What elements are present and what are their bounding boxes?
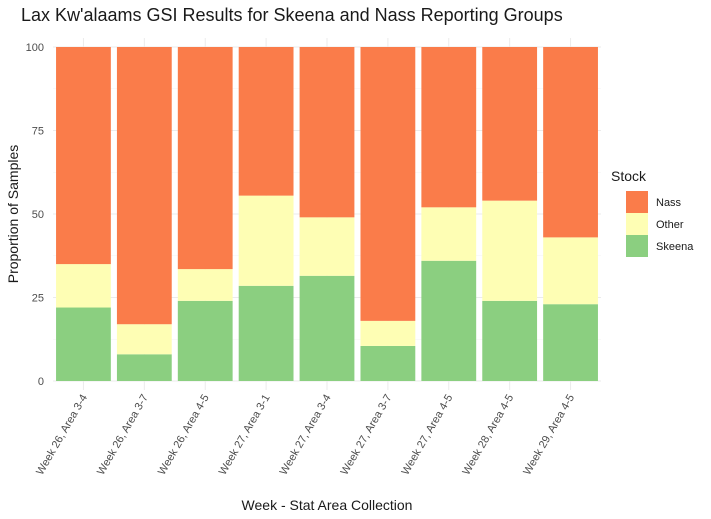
bar-other-9 — [543, 237, 598, 305]
bar-other-2 — [116, 324, 172, 355]
bar-nass-8 — [482, 47, 538, 201]
x-tick-label: Week 26, Area 3-4 — [34, 393, 90, 478]
x-tick-label: Week 27, Area 3-4 — [278, 393, 334, 478]
bar-nass-5 — [299, 47, 355, 218]
bar-nass-4 — [238, 47, 294, 196]
legend-label-skeena: Skeena — [656, 241, 694, 253]
bar-nass-9 — [543, 47, 598, 238]
y-tick-label: 100 — [26, 42, 44, 54]
bar-other-6 — [360, 320, 416, 346]
legend-swatch-skeena — [626, 235, 648, 257]
legend-label-other: Other — [656, 219, 684, 231]
x-tick-label: Week 26, Area 4-5 — [156, 393, 212, 478]
x-tick-label: Week 26, Area 3-7 — [95, 393, 151, 478]
bar-skeena-6 — [360, 345, 416, 381]
y-axis-title: Proportion of Samples — [5, 145, 21, 284]
y-tick-label: 50 — [32, 209, 44, 221]
bar-nass-3 — [177, 47, 233, 270]
bar-skeena-3 — [177, 300, 233, 381]
bar-skeena-5 — [299, 275, 355, 381]
bar-other-7 — [421, 207, 477, 261]
x-tick-label: Week 27, Area 3-7 — [339, 393, 395, 478]
bar-nass-2 — [116, 47, 172, 325]
x-tick-label: Week 29, Area 4-5 — [521, 393, 577, 478]
bar-other-4 — [238, 195, 294, 286]
bar-skeena-2 — [116, 354, 172, 381]
legend-swatch-nass — [626, 191, 648, 213]
legend-swatch-other — [626, 213, 648, 235]
bar-skeena-8 — [482, 300, 538, 381]
x-tick-labels: Week 26, Area 3-4 Week 26, Area 3-7 Week 2… — [34, 393, 577, 478]
legend-title: Stock — [611, 168, 647, 184]
chart-title: Lax Kw'alaams GSI Results for Skeena and… — [21, 5, 563, 25]
bar-nass-1 — [56, 47, 111, 265]
bar-skeena-9 — [543, 304, 598, 381]
y-tick-label: 25 — [32, 293, 44, 305]
bar-other-5 — [299, 217, 355, 276]
bar-other-3 — [177, 269, 233, 301]
bar-nass-6 — [360, 47, 416, 321]
legend-label-nass: Nass — [656, 197, 682, 209]
y-tick-labels: 0 25 50 75 100 — [26, 42, 44, 388]
bar-other-8 — [482, 200, 538, 301]
bar-skeena-1 — [56, 307, 111, 381]
y-tick-label: 75 — [32, 126, 44, 138]
x-tick-label: Week 28, Area 4-5 — [460, 393, 516, 478]
bar-skeena-7 — [421, 260, 477, 381]
bar-nass-7 — [421, 47, 477, 208]
bar-skeena-4 — [238, 285, 294, 381]
bar-other-1 — [56, 264, 111, 308]
x-axis-title: Week - Stat Area Collection — [242, 497, 413, 513]
y-tick-label: 0 — [38, 376, 44, 388]
legend: Stock Nass Other Skeena — [611, 168, 694, 257]
bars — [56, 47, 598, 381]
x-tick-label: Week 27, Area 4-5 — [400, 393, 456, 478]
x-tick-label: Week 27, Area 3-1 — [217, 393, 273, 478]
